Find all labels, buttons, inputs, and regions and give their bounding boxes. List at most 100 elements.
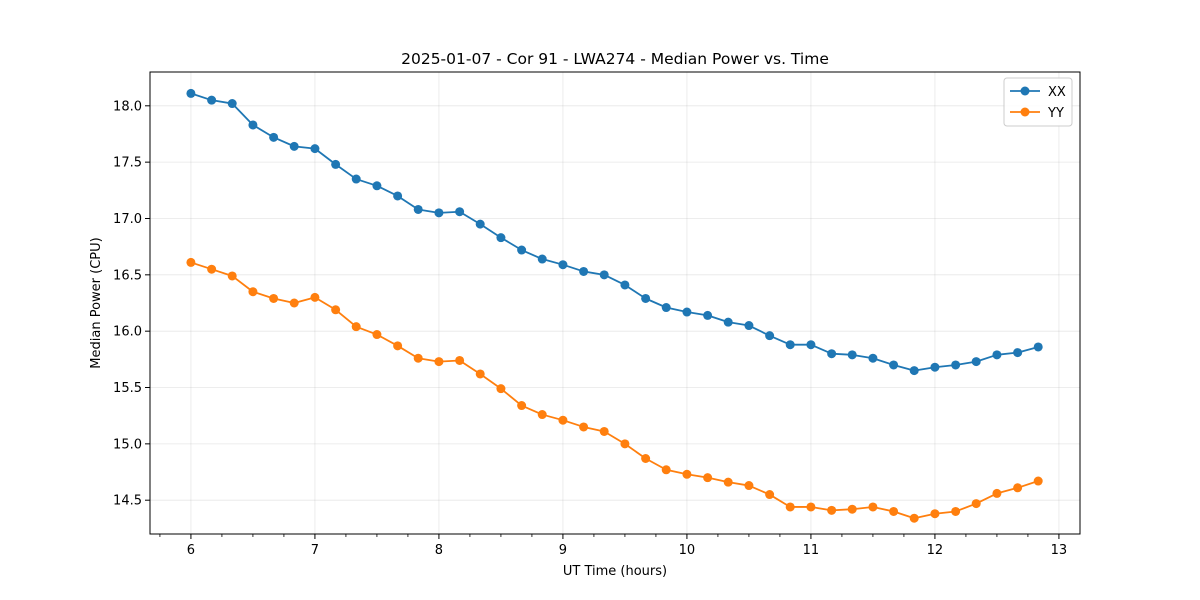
x-tick-label: 11 xyxy=(803,543,820,558)
data-point-yy xyxy=(351,322,361,332)
data-point-xx xyxy=(909,366,919,376)
data-point-yy xyxy=(723,477,733,487)
data-point-yy xyxy=(765,490,775,500)
x-tick-label: 9 xyxy=(559,543,567,558)
data-point-yy xyxy=(186,257,196,267)
legend-marker-xx xyxy=(1020,86,1030,96)
series-line-yy xyxy=(190,261,1039,520)
data-point-yy xyxy=(641,454,651,463)
data-point-xx xyxy=(331,159,341,169)
data-point-yy xyxy=(434,357,444,367)
y-tick-label: 16.0 xyxy=(113,325,142,340)
data-point-xx xyxy=(579,266,589,276)
legend-label-xx: XX xyxy=(1048,85,1066,100)
data-point-yy xyxy=(1033,476,1043,486)
data-point-yy xyxy=(909,513,919,523)
data-point-yy xyxy=(310,292,320,302)
data-point-xx xyxy=(537,254,547,264)
data-point-xx xyxy=(1013,348,1023,358)
data-point-yy xyxy=(331,305,341,315)
data-point-yy xyxy=(930,509,940,519)
data-point-yy xyxy=(517,401,527,411)
data-point-xx xyxy=(558,260,568,270)
data-point-yy xyxy=(971,499,981,509)
data-point-xx xyxy=(496,233,506,243)
data-point-xx xyxy=(661,303,671,313)
data-point-xx xyxy=(455,207,465,217)
y-tick-label: 17.0 xyxy=(113,212,142,227)
data-point-xx xyxy=(682,307,692,317)
axes-frame xyxy=(149,71,1081,535)
data-point-xx xyxy=(517,245,527,255)
data-point-yy xyxy=(579,422,589,432)
data-point-yy xyxy=(661,465,671,475)
x-tick-label: 13 xyxy=(1051,543,1068,558)
data-point-yy xyxy=(537,410,547,420)
data-point-xx xyxy=(269,132,279,142)
data-point-xx xyxy=(868,353,878,363)
data-point-yy xyxy=(475,369,485,379)
data-point-xx xyxy=(930,362,940,372)
data-point-xx xyxy=(806,340,816,350)
data-point-xx xyxy=(620,280,630,290)
y-tick-label: 14.5 xyxy=(113,494,142,509)
data-point-xx xyxy=(847,350,857,360)
data-point-yy xyxy=(599,426,609,436)
y-tick-label: 15.0 xyxy=(113,437,142,452)
data-point-xx xyxy=(641,293,651,303)
data-point-xx xyxy=(248,120,258,130)
x-tick-label: 10 xyxy=(679,543,696,558)
data-point-xx xyxy=(703,310,713,320)
data-point-yy xyxy=(889,506,899,516)
data-point-yy xyxy=(703,473,713,483)
series-line-xx xyxy=(190,92,1039,372)
data-point-xx xyxy=(227,99,237,109)
data-point-yy xyxy=(496,384,506,394)
data-point-yy xyxy=(455,355,465,365)
data-point-xx xyxy=(413,204,423,214)
chart-title: 2025-01-07 - Cor 91 - LWA274 - Median Po… xyxy=(401,50,829,68)
data-point-yy xyxy=(248,287,258,297)
data-point-yy xyxy=(207,264,217,274)
legend-marker-yy xyxy=(1020,107,1030,117)
data-point-yy xyxy=(372,330,382,340)
data-point-xx xyxy=(310,144,320,154)
data-point-xx xyxy=(434,208,444,218)
axis-ticks: 6 7 8 9 10 11 12 13 14.5 15.0 15.5 16.0 16.5 17.0 17.5… xyxy=(113,99,1067,558)
data-point-yy xyxy=(413,353,423,363)
data-point-xx xyxy=(1033,342,1043,352)
data-point-xx xyxy=(992,350,1002,360)
data-point-xx xyxy=(765,331,775,341)
y-tick-label: 15.5 xyxy=(113,381,142,396)
data-point-yy xyxy=(744,481,754,491)
data-point-yy xyxy=(289,298,299,308)
data-point-xx xyxy=(744,321,754,331)
x-tick-label: 8 xyxy=(435,543,443,558)
x-axis-label: UT Time (hours) xyxy=(563,564,667,579)
data-point-xx xyxy=(785,340,795,350)
data-point-xx xyxy=(351,174,361,184)
data-point-yy xyxy=(269,293,279,303)
data-point-xx xyxy=(951,360,961,370)
legend-label-yy: YY xyxy=(1047,106,1064,121)
data-point-xx xyxy=(289,141,299,151)
data-point-xx xyxy=(599,270,609,280)
data-point-xx xyxy=(723,317,733,327)
data-point-yy xyxy=(847,504,857,514)
y-tick-label: 16.5 xyxy=(113,268,142,283)
data-point-yy xyxy=(951,506,961,516)
x-tick-label: 12 xyxy=(927,543,944,558)
y-tick-label: 18.0 xyxy=(113,99,142,114)
data-point-xx xyxy=(372,181,382,191)
data-point-xx xyxy=(393,191,403,201)
data-point-xx xyxy=(207,95,217,105)
y-axis-label: Median Power (CPU) xyxy=(89,237,104,368)
data-point-yy xyxy=(806,502,816,512)
data-point-yy xyxy=(785,502,795,512)
data-point-yy xyxy=(992,488,1002,498)
series-layer xyxy=(186,88,1043,523)
data-point-yy xyxy=(827,505,837,515)
data-point-yy xyxy=(227,271,237,281)
data-point-yy xyxy=(393,341,403,351)
